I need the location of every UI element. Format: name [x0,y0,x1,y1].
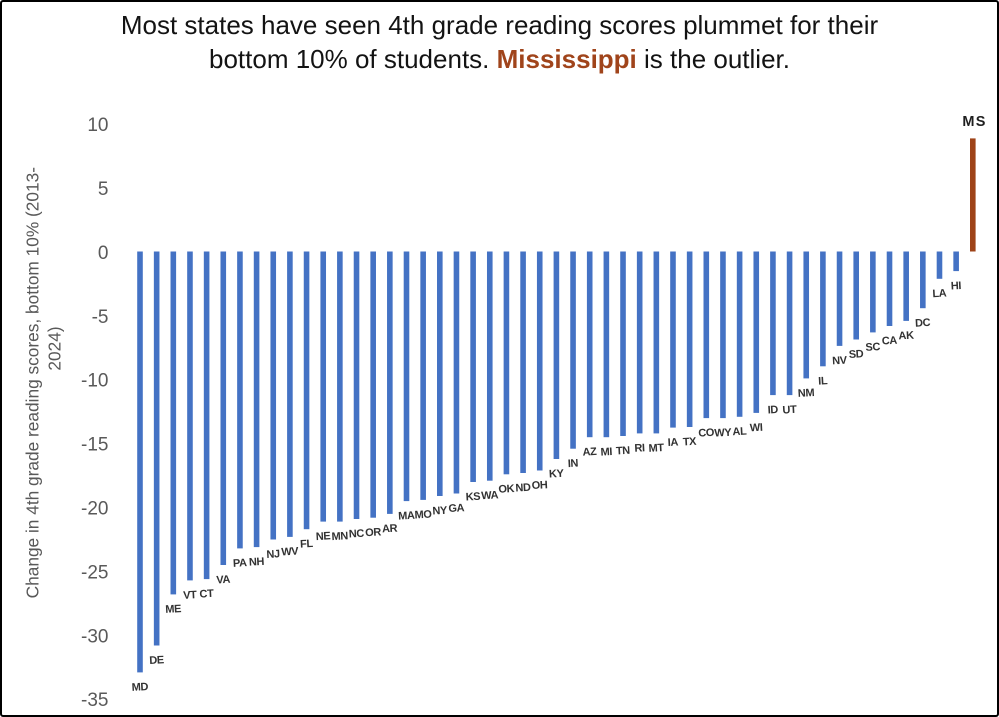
svg-text:5: 5 [98,179,109,200]
svg-text:NJ: NJ [266,548,280,561]
svg-text:ME: ME [165,603,181,616]
svg-text:CA: CA [881,335,897,348]
svg-text:IN: IN [568,458,579,471]
svg-text:AK: AK [898,330,914,343]
svg-text:FL: FL [300,538,314,551]
svg-text:HI: HI [951,280,962,293]
svg-text:-30: -30 [81,626,108,647]
svg-text:KS: KS [465,491,480,504]
svg-text:LA: LA [932,288,947,301]
svg-text:2024): 2024) [45,326,65,370]
svg-text:AR: AR [382,523,398,536]
svg-text:VA: VA [216,574,231,587]
svg-text:MT: MT [648,442,664,455]
svg-text:CO: CO [698,427,715,440]
svg-text:-10: -10 [81,371,108,392]
svg-text:-5: -5 [92,307,109,328]
svg-text:MN: MN [331,530,348,543]
svg-text:NC: NC [348,528,364,541]
svg-text:CT: CT [199,588,214,601]
svg-text:OH: OH [531,479,548,492]
svg-text:-25: -25 [81,562,108,583]
svg-text:AL: AL [732,426,747,439]
svg-text:OK: OK [498,483,515,496]
svg-text:MA: MA [398,510,415,523]
svg-text:MD: MD [131,681,148,694]
svg-text:PA: PA [233,557,248,570]
svg-text:SD: SD [848,348,864,361]
svg-text:ID: ID [767,404,778,417]
svg-text:WY: WY [714,427,733,440]
svg-text:0: 0 [98,243,109,264]
svg-text:TX: TX [683,436,698,449]
svg-text:DE: DE [149,654,164,667]
svg-text:GA: GA [448,502,465,515]
svg-text:NH: NH [249,556,265,569]
svg-text:MS: MS [962,114,986,130]
svg-text:WV: WV [281,546,300,559]
svg-text:KY: KY [549,468,565,481]
svg-text:IA: IA [667,436,678,449]
svg-text:-35: -35 [81,690,108,711]
svg-text:NE: NE [315,530,330,543]
svg-text:ND: ND [515,482,531,495]
svg-text:NY: NY [432,505,448,518]
svg-text:AZ: AZ [582,446,597,459]
svg-text:10: 10 [87,115,108,136]
svg-text:OR: OR [365,526,382,539]
svg-text:DC: DC [915,317,931,330]
svg-text:Change in 4th grade reading sc: Change in 4th grade reading scores, bott… [23,167,43,598]
svg-text:TN: TN [616,445,631,458]
svg-text:RI: RI [634,442,645,455]
svg-text:MO: MO [414,509,432,522]
svg-text:NM: NM [798,387,815,400]
svg-text:-15: -15 [81,435,108,456]
svg-text:NV: NV [832,355,848,368]
svg-text:WI: WI [750,422,764,435]
svg-text:VT: VT [183,589,198,602]
svg-text:MI: MI [600,446,612,459]
svg-text:IL: IL [818,375,828,387]
svg-text:WA: WA [481,489,499,502]
svg-text:UT: UT [782,404,797,417]
svg-text:SC: SC [865,341,881,354]
svg-text:-20: -20 [81,499,108,520]
